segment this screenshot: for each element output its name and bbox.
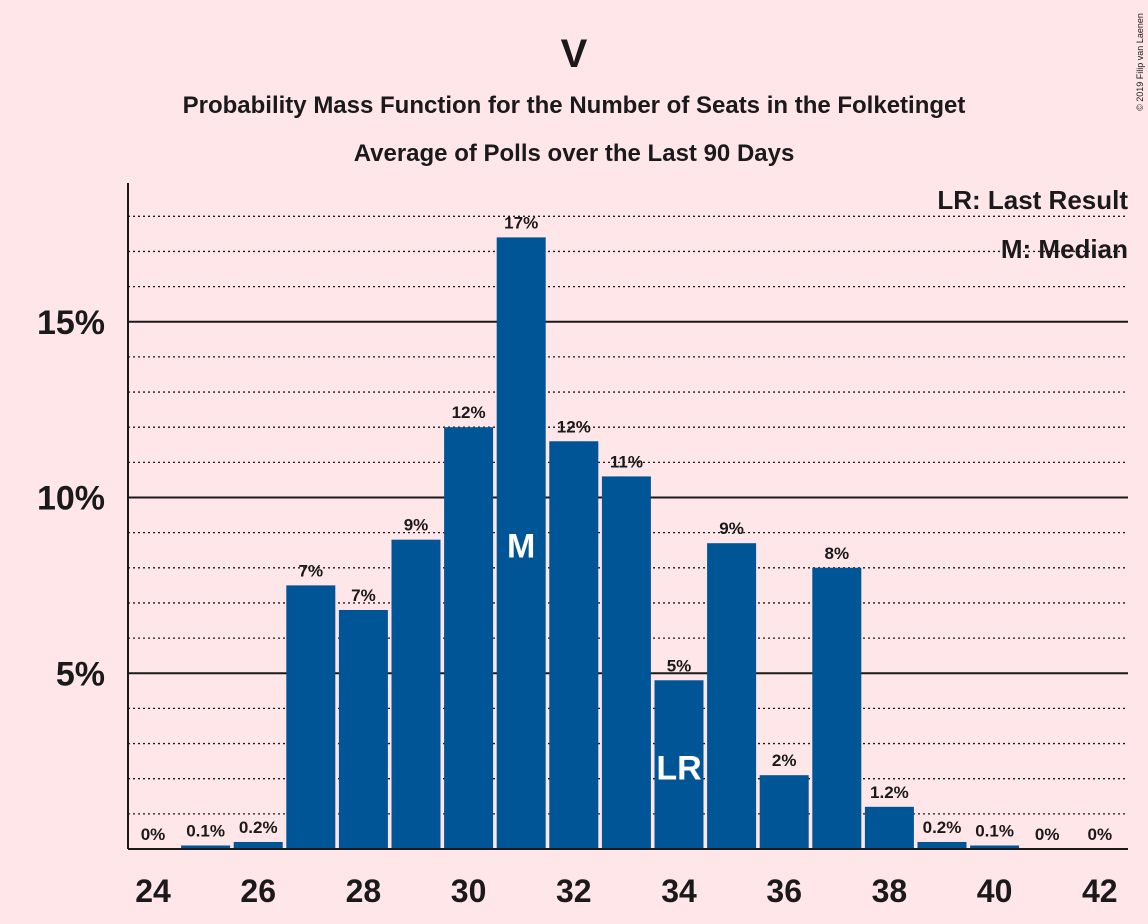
bar-seat-27 — [286, 585, 336, 849]
bar-seat-33 — [601, 476, 651, 849]
x-tick-label: 26 — [240, 873, 276, 909]
bar-label-seat-38: 1.2% — [870, 783, 909, 802]
x-tick-label: 36 — [766, 873, 802, 909]
x-tick-label: 42 — [1082, 873, 1118, 909]
bar-seat-31 — [496, 237, 546, 849]
bar-seat-40 — [970, 845, 1020, 849]
bar-seat-25 — [181, 845, 231, 849]
chart-title: V — [561, 32, 588, 76]
y-tick-label: 10% — [37, 480, 105, 518]
bar-seat-34 — [654, 680, 704, 849]
chart-subtitle-line1: Probability Mass Function for the Number… — [183, 92, 966, 119]
bar-labels: 0% 0.1% 0.2% 7% 7% 9% 12% 17% 12% 11% 5% 9% 2% 8% 1.2%… — [141, 213, 1112, 844]
y-tick-label: 5% — [56, 655, 105, 693]
bar-label-seat-25: 0.1% — [186, 821, 225, 840]
x-tick-label: 24 — [135, 873, 171, 909]
bar-label-seat-24: 0% — [141, 825, 166, 844]
bar-label-seat-26: 0.2% — [239, 818, 278, 837]
bar-label-seat-32: 12% — [557, 417, 591, 436]
y-tick-label: 15% — [37, 304, 105, 342]
chart-subtitle-line2: Average of Polls over the Last 90 Days — [354, 140, 795, 167]
bar-seat-37 — [812, 567, 862, 849]
last-result-marker: LR — [656, 749, 701, 787]
copyright-text: © 2019 Filip van Laenen — [1135, 13, 1145, 111]
bar-seat-26 — [233, 841, 283, 849]
bar-seat-38 — [864, 806, 914, 849]
bar-label-seat-31: 17% — [504, 213, 538, 232]
bar-seat-30 — [444, 427, 494, 849]
bar-label-seat-37: 8% — [825, 544, 850, 563]
bar-label-seat-29: 9% — [404, 516, 429, 535]
bar-label-seat-41: 0% — [1035, 825, 1060, 844]
bar-markers: M LR — [507, 527, 702, 787]
median-marker: M — [507, 527, 535, 565]
x-axis-ticks: 24 26 28 30 32 34 36 38 40 42 — [135, 873, 1117, 909]
bar-label-seat-30: 12% — [452, 403, 486, 422]
legend-last-result: LR: Last Result — [937, 185, 1128, 215]
legend-median: M: Median — [1001, 234, 1128, 264]
bar-seat-28 — [338, 609, 388, 849]
bar-label-seat-35: 9% — [719, 519, 744, 538]
bar-label-seat-39: 0.2% — [923, 818, 962, 837]
bar-seat-35 — [707, 543, 757, 849]
x-tick-label: 34 — [661, 873, 697, 909]
bar-seat-32 — [549, 441, 599, 849]
bar-label-seat-42: 0% — [1088, 825, 1113, 844]
bar-label-seat-28: 7% — [351, 586, 376, 605]
x-tick-label: 32 — [556, 873, 592, 909]
bar-seat-39 — [917, 841, 967, 849]
bar-label-seat-27: 7% — [299, 561, 324, 580]
bars — [181, 237, 1020, 849]
bar-seat-36 — [759, 775, 809, 849]
bar-seat-29 — [391, 539, 441, 849]
bar-label-seat-34: 5% — [667, 656, 692, 675]
bar-label-seat-40: 0.1% — [975, 821, 1014, 840]
x-tick-label: 30 — [451, 873, 487, 909]
y-axis-ticks: 5% 10% 15% — [37, 304, 105, 694]
bar-label-seat-33: 11% — [610, 452, 643, 471]
x-tick-label: 40 — [977, 873, 1013, 909]
bar-label-seat-36: 2% — [772, 751, 797, 770]
x-tick-label: 38 — [872, 873, 908, 909]
x-tick-label: 28 — [346, 873, 382, 909]
